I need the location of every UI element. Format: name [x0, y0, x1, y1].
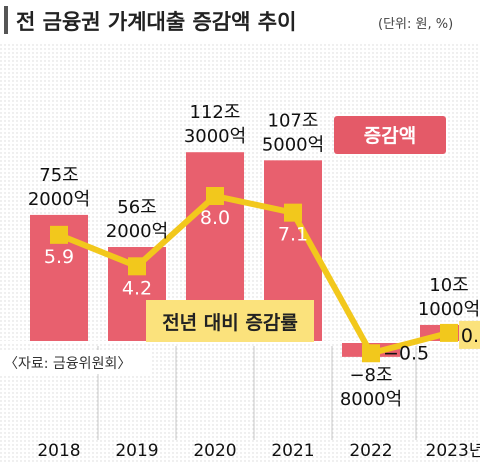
- bar-value-label: 75조: [39, 165, 78, 186]
- bar-value-labels: 75조 2000억 56조 2000억 112조 3000억 107조 5000억 −8조 800…: [28, 102, 480, 410]
- x-tick-label: 2021: [271, 441, 314, 461]
- bar-value-label: 10조: [429, 275, 468, 296]
- unit-note: (단위: 원, %): [378, 17, 453, 32]
- source-note-bg: [0, 350, 150, 374]
- line-value-label: 4.2: [122, 277, 152, 299]
- title-accent-bar: [4, 6, 8, 34]
- bar-value-label: 5000억: [262, 134, 324, 155]
- line-legend-label: 전년 대비 증감률: [162, 312, 298, 334]
- x-axis-ticks: 2018 2019 2020 2021 2022 2023년: [37, 441, 480, 461]
- x-tick-label: 2019: [115, 441, 158, 461]
- bar-value-label: 112조: [190, 102, 241, 123]
- bar-value-label: −8조: [349, 365, 392, 386]
- bar-legend-label: 증감액: [364, 125, 416, 147]
- line-marker: [206, 187, 224, 205]
- source-note: 〈자료: 금융위원회〉: [4, 356, 131, 372]
- bar-value-label: 2000억: [28, 189, 90, 210]
- chart-title: 전 금융권 가계대출 증감액 추이: [16, 10, 296, 34]
- bar-value-label: 1000억: [418, 299, 480, 320]
- line-series: [50, 187, 458, 363]
- line-value-label: 8.0: [200, 207, 230, 229]
- line-value-labels: 5.9 4.2 8.0 7.1 −0.5 0.6: [44, 207, 480, 364]
- bar-value-label: 107조: [268, 110, 319, 131]
- line-value-label: 7.1: [278, 224, 308, 246]
- line-marker: [284, 203, 302, 222]
- line-path: [57, 193, 450, 357]
- bar-legend-box: [334, 116, 446, 154]
- x-tick-label: 2018: [37, 441, 80, 461]
- x-tick-label: 2023년: [426, 441, 480, 461]
- bar-value-label: 56조: [117, 197, 156, 218]
- bar-value-label: 8000억: [340, 389, 402, 410]
- x-tick-label: 2022: [349, 441, 392, 461]
- line-value-label: 5.9: [44, 246, 74, 268]
- line-marker: [362, 344, 380, 363]
- line-value-label: −0.5: [383, 342, 429, 364]
- line-label-box: [459, 320, 480, 349]
- bar-value-label: 3000억: [184, 126, 246, 147]
- line-value-label: 0.6: [461, 325, 480, 347]
- x-tick-label: 2020: [193, 441, 236, 461]
- bar-value-label: 2000억: [106, 221, 168, 242]
- line-marker: [440, 323, 458, 342]
- line-marker: [50, 225, 68, 244]
- line-marker: [128, 257, 146, 276]
- line-legend-box: [146, 300, 314, 342]
